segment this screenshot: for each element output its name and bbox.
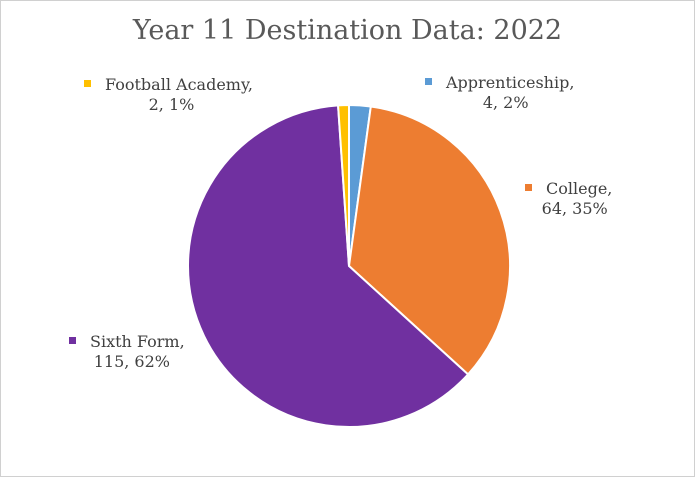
- label-college-detail: 64, 35%: [541, 199, 608, 218]
- label-apprenticeship: Apprenticeship, 4, 2%: [425, 73, 574, 113]
- pie-slice-football-academy: [337, 103, 350, 267]
- label-college-name: College,: [546, 179, 613, 198]
- legend-marker-college: [525, 184, 532, 191]
- label-sixth-form: Sixth Form, 115, 62%: [69, 332, 185, 372]
- label-college: College, 64, 35%: [525, 179, 612, 219]
- label-football-academy-detail: 2, 1%: [148, 95, 195, 114]
- pie-slice-college: [347, 105, 511, 376]
- label-apprenticeship-detail: 4, 2%: [482, 93, 529, 112]
- label-football-academy-name: Football Academy,: [105, 75, 253, 94]
- legend-marker-sixth-form: [69, 337, 76, 344]
- pie-slice-sixth-form: [187, 104, 470, 428]
- chart-title: Year 11 Destination Data: 2022: [132, 15, 563, 46]
- label-football-academy: Football Academy, 2, 1%: [84, 75, 253, 115]
- label-apprenticeship-name: Apprenticeship,: [446, 73, 575, 92]
- legend-marker-football-academy: [84, 80, 91, 87]
- label-sixth-form-detail: 115, 62%: [93, 352, 170, 371]
- legend-marker-apprenticeship: [425, 78, 432, 85]
- label-sixth-form-name: Sixth Form,: [90, 332, 185, 351]
